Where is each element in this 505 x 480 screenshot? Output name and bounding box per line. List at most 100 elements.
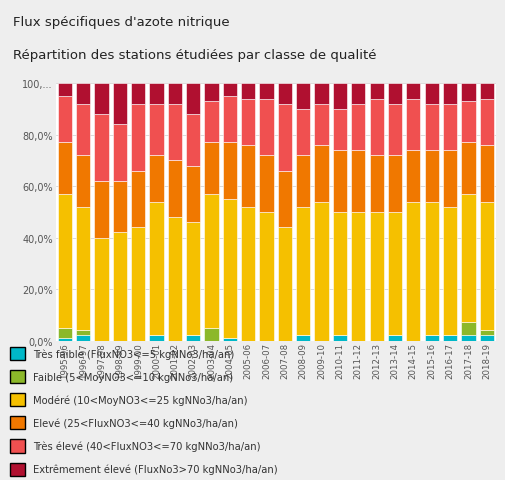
Bar — [76, 207, 90, 331]
Bar — [295, 110, 310, 156]
Bar — [58, 194, 72, 328]
Bar — [113, 125, 127, 181]
Bar — [186, 115, 200, 166]
Bar — [424, 84, 438, 105]
Bar — [58, 328, 72, 338]
Bar — [149, 336, 164, 341]
Bar — [167, 161, 182, 217]
Bar — [204, 84, 218, 102]
Bar — [369, 213, 383, 341]
Text: Répartition des stations étudiées par classe de qualité: Répartition des stations étudiées par cl… — [13, 49, 375, 62]
Bar — [240, 84, 255, 99]
Bar — [186, 84, 200, 115]
FancyBboxPatch shape — [10, 463, 25, 476]
Bar — [204, 143, 218, 194]
FancyBboxPatch shape — [10, 348, 25, 360]
Bar — [295, 156, 310, 207]
Bar — [350, 84, 365, 105]
FancyBboxPatch shape — [10, 394, 25, 407]
Text: Très élevé (40<FluxNO3<=70 kgNNo3/ha/an): Très élevé (40<FluxNO3<=70 kgNNo3/ha/an) — [33, 441, 260, 451]
Bar — [406, 151, 420, 202]
Bar — [406, 202, 420, 341]
Bar — [240, 99, 255, 145]
Bar — [259, 213, 273, 341]
Bar — [332, 110, 346, 151]
Bar — [149, 84, 164, 105]
FancyBboxPatch shape — [10, 440, 25, 453]
Bar — [424, 202, 438, 336]
Bar — [424, 336, 438, 341]
Bar — [406, 84, 420, 99]
Bar — [479, 336, 493, 341]
Bar — [94, 115, 109, 181]
Bar — [442, 336, 457, 341]
Bar — [222, 84, 237, 97]
Bar — [314, 202, 328, 341]
Bar — [113, 233, 127, 341]
Bar — [222, 97, 237, 143]
Bar — [94, 181, 109, 238]
Bar — [76, 336, 90, 341]
Bar — [387, 105, 401, 156]
Bar — [204, 328, 218, 341]
Bar — [58, 143, 72, 194]
Text: Très faible (FluxNO3<=5 kgNNo3/ha/an): Très faible (FluxNO3<=5 kgNNo3/ha/an) — [33, 349, 234, 360]
Bar — [76, 84, 90, 105]
Bar — [369, 156, 383, 213]
Bar — [314, 84, 328, 105]
Bar — [277, 84, 291, 105]
Bar — [442, 207, 457, 336]
Bar — [387, 156, 401, 213]
Text: Flux spécifiques d'azote nitrique: Flux spécifiques d'azote nitrique — [13, 16, 229, 29]
Bar — [149, 202, 164, 336]
Bar — [442, 105, 457, 151]
Text: Faible (5<MoyNO3<=10 kgNNo3/ha/an): Faible (5<MoyNO3<=10 kgNNo3/ha/an) — [33, 372, 233, 382]
Bar — [76, 105, 90, 156]
Bar — [259, 84, 273, 99]
Bar — [277, 105, 291, 171]
Text: Elevé (25<FluxNO3<=40 kgNNo3/ha/an): Elevé (25<FluxNO3<=40 kgNNo3/ha/an) — [33, 418, 237, 428]
Bar — [94, 84, 109, 115]
Bar — [442, 151, 457, 207]
Bar — [295, 336, 310, 341]
Bar — [167, 84, 182, 105]
Bar — [149, 105, 164, 156]
Bar — [131, 84, 145, 105]
Bar — [369, 84, 383, 99]
Bar — [131, 105, 145, 171]
Bar — [222, 338, 237, 341]
Text: Modéré (10<MoyNO3<=25 kgNNo3/ha/an): Modéré (10<MoyNO3<=25 kgNNo3/ha/an) — [33, 395, 247, 405]
Bar — [186, 336, 200, 341]
Bar — [259, 156, 273, 213]
Bar — [259, 99, 273, 156]
Bar — [149, 156, 164, 202]
Bar — [479, 145, 493, 202]
Bar — [167, 217, 182, 341]
Bar — [350, 213, 365, 341]
Bar — [479, 331, 493, 336]
Bar — [58, 84, 72, 97]
Bar — [332, 151, 346, 213]
Bar — [460, 102, 475, 143]
Bar — [240, 207, 255, 341]
Bar — [277, 171, 291, 228]
Bar — [479, 99, 493, 145]
Bar — [460, 143, 475, 194]
Bar — [424, 151, 438, 202]
FancyBboxPatch shape — [10, 371, 25, 384]
Bar — [76, 331, 90, 336]
Bar — [204, 194, 218, 328]
Bar — [113, 84, 127, 125]
Bar — [186, 223, 200, 336]
Bar — [332, 84, 346, 110]
Bar — [332, 213, 346, 336]
Bar — [350, 151, 365, 213]
Text: Extrêmement élevé (FluxNo3>70 kgNNo3/ha/an): Extrêmement élevé (FluxNo3>70 kgNNo3/ha/… — [33, 464, 277, 474]
Bar — [479, 84, 493, 99]
Bar — [186, 166, 200, 223]
Bar — [295, 207, 310, 336]
Bar — [460, 194, 475, 323]
Bar — [387, 336, 401, 341]
Bar — [460, 84, 475, 102]
Bar — [442, 84, 457, 105]
